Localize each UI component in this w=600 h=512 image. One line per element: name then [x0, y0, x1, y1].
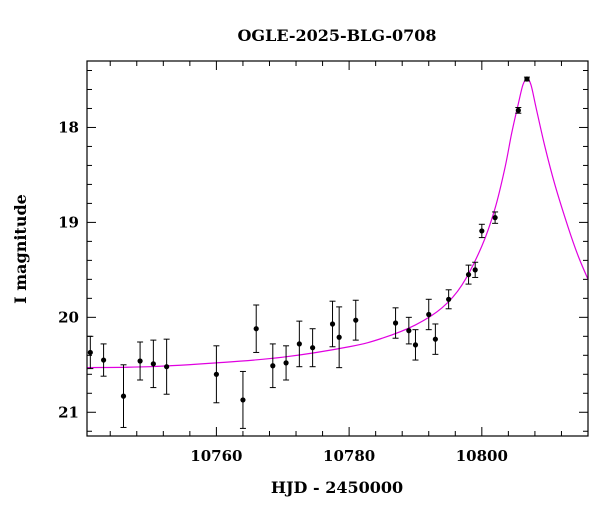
data-point: [87, 335, 94, 370]
data-marker: [412, 342, 419, 348]
data-point: [515, 107, 522, 114]
data-marker: [392, 320, 399, 326]
data-point: [283, 345, 290, 381]
data-point: [412, 329, 419, 361]
y-tick-label: 18: [58, 118, 79, 136]
data-marker: [240, 397, 246, 403]
data-marker: [329, 321, 336, 327]
data-marker: [515, 107, 521, 113]
data-point: [472, 261, 479, 278]
y-axis-label: I magnitude: [11, 194, 30, 304]
data-point: [137, 341, 144, 381]
data-marker: [137, 358, 143, 364]
data-marker: [213, 371, 219, 377]
data-point: [239, 370, 246, 429]
data-point: [150, 339, 157, 389]
y-tick-label: 20: [58, 308, 79, 326]
chart-title: OGLE-2025-BLG-0708: [237, 26, 436, 45]
data-marker: [164, 364, 170, 370]
data-point: [329, 300, 336, 348]
data-marker: [150, 361, 156, 367]
data-point: [405, 316, 412, 345]
data-point: [492, 211, 499, 224]
data-marker: [296, 341, 302, 347]
data-marker: [426, 311, 432, 318]
data-marker: [479, 228, 485, 234]
data-point: [336, 306, 343, 369]
y-tick-label: 21: [58, 403, 79, 421]
data-point: [478, 223, 485, 239]
data-point: [213, 345, 220, 404]
data-marker: [353, 317, 359, 323]
data-point: [432, 323, 439, 355]
data-marker: [432, 336, 438, 342]
data-point: [163, 338, 170, 395]
data-point: [465, 264, 472, 285]
data-point: [309, 328, 316, 368]
axis-ticks: 10760 10780 10800 18 19 20 21: [58, 61, 589, 465]
data-marker: [446, 296, 452, 302]
plot-frame: [86, 60, 589, 437]
data-marker: [336, 334, 342, 340]
data-marker: [283, 360, 289, 366]
data-marker: [465, 272, 472, 278]
data-marker: [253, 326, 259, 332]
x-axis-label: HJD - 2450000: [271, 478, 403, 497]
y-tick-label: 19: [58, 213, 79, 231]
data-point: [352, 299, 359, 341]
data-point: [296, 320, 303, 368]
data-marker: [87, 349, 93, 356]
model-curve-layer: [86, 78, 589, 369]
x-tick-label: 10780: [323, 447, 375, 465]
data-point: [392, 307, 399, 339]
x-tick-label: 10760: [190, 447, 242, 465]
data-marker: [492, 215, 498, 221]
x-tick-label: 10800: [456, 447, 508, 465]
data-point: [523, 76, 530, 82]
data-marker: [310, 345, 316, 351]
data-points-layer: [87, 76, 530, 429]
data-point: [425, 298, 432, 331]
data-point: [253, 304, 260, 353]
data-marker: [100, 357, 107, 363]
data-marker: [406, 328, 412, 334]
data-marker: [524, 76, 530, 82]
data-point: [100, 343, 107, 377]
model-curve: [86, 78, 589, 369]
data-marker: [472, 267, 478, 273]
data-point: [445, 289, 452, 310]
data-point: [120, 364, 127, 428]
data-marker: [270, 363, 276, 369]
data-marker: [120, 393, 127, 399]
data-point: [269, 343, 276, 389]
